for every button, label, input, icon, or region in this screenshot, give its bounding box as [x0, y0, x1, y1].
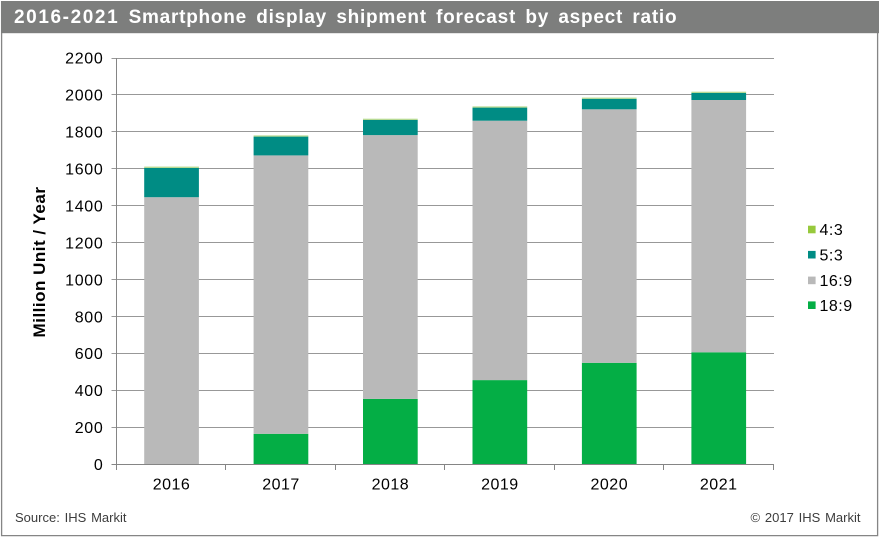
svg-text:1800: 1800 [65, 125, 103, 142]
svg-text:5:3: 5:3 [820, 247, 844, 264]
svg-text:800: 800 [75, 309, 104, 326]
svg-text:© 2017 IHS Markit: © 2017 IHS Markit [751, 510, 861, 525]
svg-text:4:3: 4:3 [820, 222, 844, 239]
svg-text:2020: 2020 [591, 477, 629, 494]
svg-text:0: 0 [94, 457, 104, 474]
svg-text:2017: 2017 [262, 477, 300, 494]
svg-text:2016-2021 Smartphone display s: 2016-2021 Smartphone display shipment fo… [14, 7, 677, 28]
svg-text:600: 600 [75, 346, 104, 363]
svg-text:1400: 1400 [65, 198, 103, 215]
svg-text:200: 200 [75, 420, 104, 437]
svg-text:18:9: 18:9 [820, 298, 853, 315]
svg-text:16:9: 16:9 [820, 273, 853, 290]
svg-text:1000: 1000 [65, 272, 103, 289]
svg-text:Source: IHS Markit: Source: IHS Markit [15, 510, 127, 525]
svg-text:2016: 2016 [153, 477, 191, 494]
svg-text:1600: 1600 [65, 161, 103, 178]
svg-text:Million Unit / Year: Million Unit / Year [30, 187, 49, 338]
svg-text:2000: 2000 [65, 88, 103, 105]
svg-text:2021: 2021 [700, 477, 738, 494]
svg-text:2200: 2200 [65, 51, 103, 68]
svg-text:2018: 2018 [372, 477, 410, 494]
svg-text:400: 400 [75, 383, 104, 400]
svg-text:1200: 1200 [65, 235, 103, 252]
svg-text:2019: 2019 [481, 477, 519, 494]
